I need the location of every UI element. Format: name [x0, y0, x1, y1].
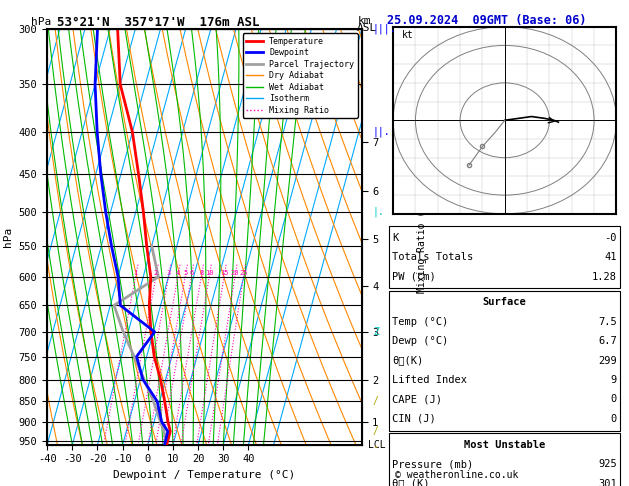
Text: |.: |. — [373, 207, 385, 217]
Text: |||.: |||. — [373, 24, 396, 35]
Text: ASL: ASL — [357, 23, 377, 34]
Y-axis label: hPa: hPa — [3, 227, 13, 247]
Text: 6: 6 — [189, 270, 194, 277]
Text: 2: 2 — [154, 270, 158, 277]
Y-axis label: Mixing Ratio (g/kg): Mixing Ratio (g/kg) — [417, 181, 427, 293]
X-axis label: Dewpoint / Temperature (°C): Dewpoint / Temperature (°C) — [113, 470, 296, 480]
Text: -0: -0 — [604, 233, 617, 243]
Text: Dewp (°C): Dewp (°C) — [392, 336, 448, 346]
Text: Lifted Index: Lifted Index — [392, 375, 467, 385]
Text: 5: 5 — [183, 270, 187, 277]
Text: 3: 3 — [167, 270, 170, 277]
Text: K: K — [392, 233, 398, 243]
Text: /: / — [373, 396, 379, 406]
Text: 6.7: 6.7 — [598, 336, 617, 346]
Text: 53°21'N  357°17'W  176m ASL: 53°21'N 357°17'W 176m ASL — [57, 16, 259, 29]
Text: 41: 41 — [604, 252, 617, 262]
Text: 299: 299 — [598, 356, 617, 365]
Legend: Temperature, Dewpoint, Parcel Trajectory, Dry Adiabat, Wet Adiabat, Isotherm, Mi: Temperature, Dewpoint, Parcel Trajectory… — [243, 34, 357, 118]
Text: θᴄ (K): θᴄ (K) — [392, 479, 430, 486]
Text: 0: 0 — [611, 414, 617, 424]
Text: 15: 15 — [220, 270, 228, 277]
Text: CIN (J): CIN (J) — [392, 414, 436, 424]
Text: 8: 8 — [199, 270, 204, 277]
Text: θᴄ(K): θᴄ(K) — [392, 356, 423, 365]
Text: 25.09.2024  09GMT (Base: 06): 25.09.2024 09GMT (Base: 06) — [387, 14, 586, 27]
Text: 1.28: 1.28 — [592, 272, 617, 281]
Text: Most Unstable: Most Unstable — [464, 440, 545, 450]
Text: 0: 0 — [611, 395, 617, 404]
Text: LCL: LCL — [368, 440, 386, 450]
Text: 7.5: 7.5 — [598, 317, 617, 327]
Text: .: . — [373, 440, 379, 450]
Text: 925: 925 — [598, 459, 617, 469]
Text: /: / — [373, 426, 379, 436]
Text: 25: 25 — [240, 270, 248, 277]
Text: Pressure (mb): Pressure (mb) — [392, 459, 473, 469]
Text: 301: 301 — [598, 479, 617, 486]
Text: 10: 10 — [205, 270, 213, 277]
Text: PW (cm): PW (cm) — [392, 272, 436, 281]
Text: 1: 1 — [133, 270, 138, 277]
Text: km: km — [357, 16, 370, 26]
Text: ||.: ||. — [373, 127, 391, 137]
Text: Temp (°C): Temp (°C) — [392, 317, 448, 327]
Text: CAPE (J): CAPE (J) — [392, 395, 442, 404]
Text: 20: 20 — [231, 270, 239, 277]
Text: Z: Z — [373, 327, 379, 337]
Text: 9: 9 — [611, 375, 617, 385]
Text: Surface: Surface — [482, 297, 526, 307]
Text: 4: 4 — [175, 270, 180, 277]
Text: © weatheronline.co.uk: © weatheronline.co.uk — [395, 470, 518, 480]
Text: Totals Totals: Totals Totals — [392, 252, 473, 262]
Text: kt: kt — [402, 30, 414, 40]
Text: hPa: hPa — [31, 17, 52, 27]
